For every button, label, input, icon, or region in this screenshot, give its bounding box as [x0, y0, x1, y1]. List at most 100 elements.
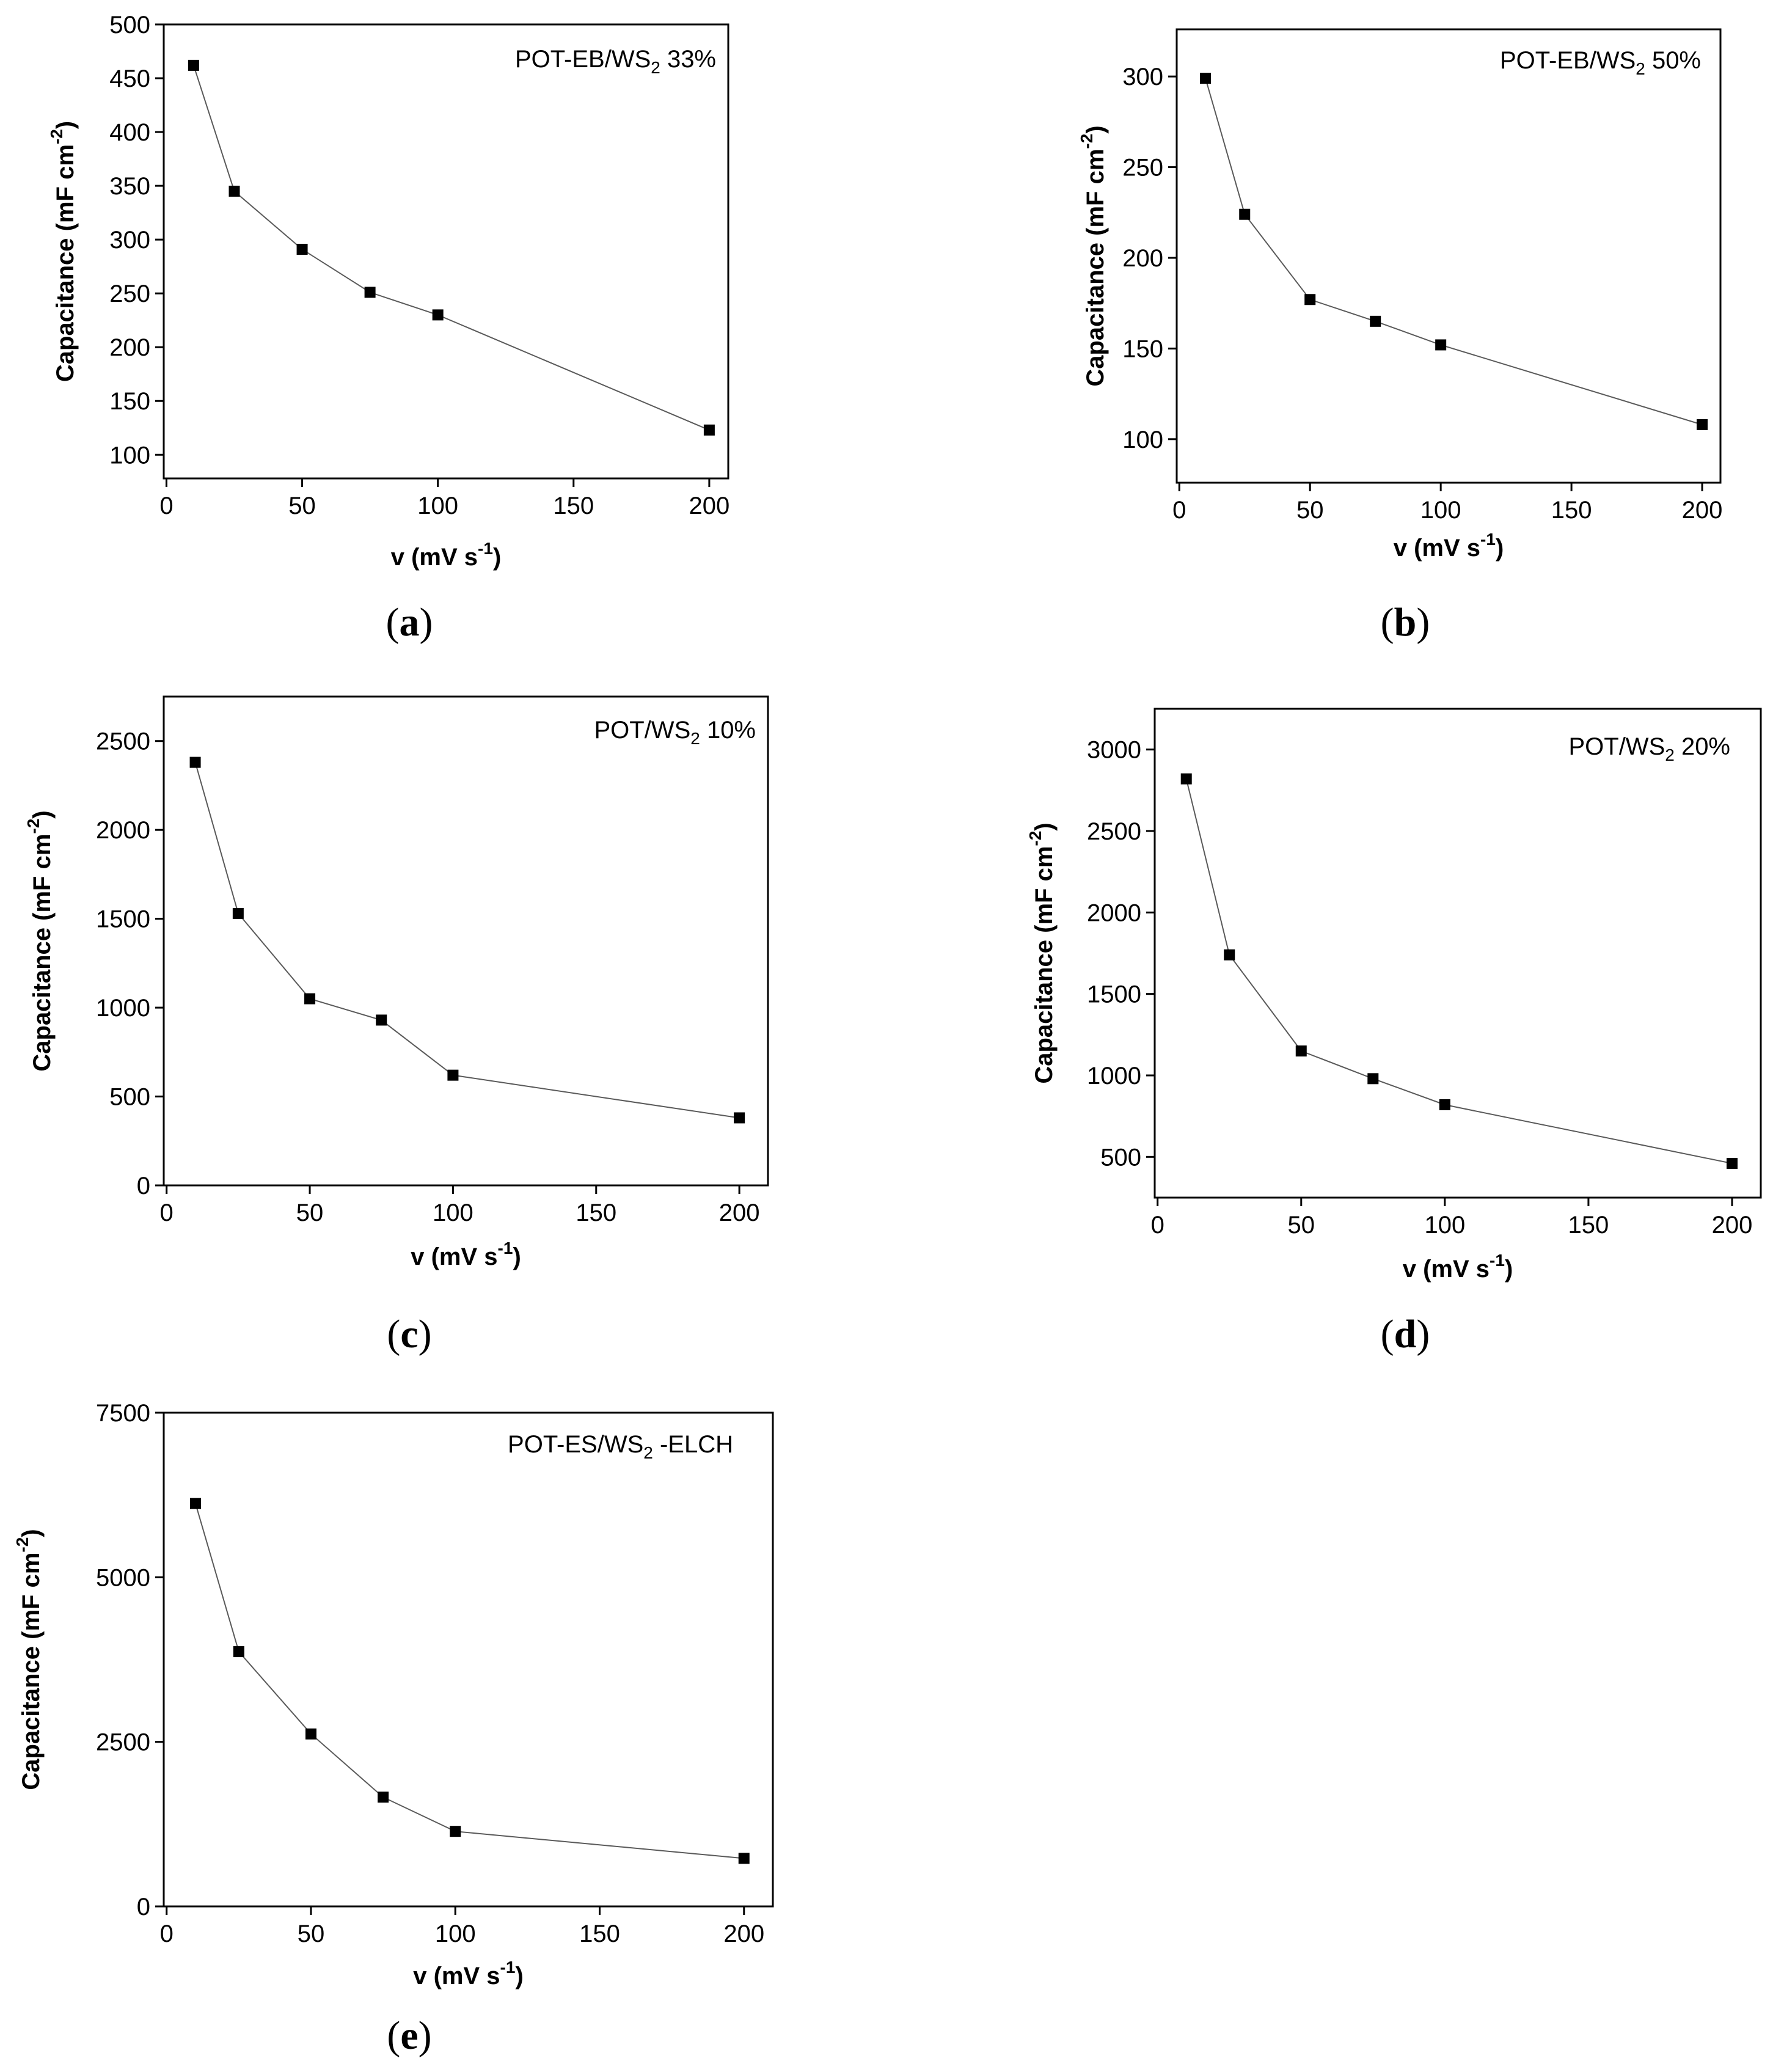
data-point — [1224, 949, 1235, 961]
annotation-text: POT-ES/WS — [508, 1431, 643, 1458]
x-tick-label: 0 — [1151, 1212, 1164, 1239]
x-axis-label-superscript: -1 — [498, 1239, 513, 1257]
x-tick-label: 200 — [1682, 497, 1723, 524]
y-axis-label-superscript: -2 — [1026, 831, 1045, 846]
x-axis-label: v (mV s-1) — [411, 1239, 521, 1270]
plot-frame — [163, 23, 729, 480]
data-point — [228, 185, 240, 197]
x-axis-label: v (mV s-1) — [391, 539, 502, 571]
plot-frame — [163, 695, 769, 1187]
x-tick-label: 150 — [1551, 497, 1592, 524]
data-point — [1304, 294, 1316, 306]
x-tick-label: 200 — [723, 1920, 764, 1947]
y-tick-label: 200 — [1122, 245, 1163, 272]
series-line — [195, 1503, 744, 1859]
y-axis-label-text: Capacitance (mF cm — [1031, 846, 1058, 1084]
y-tick-label: 5000 — [96, 1564, 150, 1591]
y-tick-label: 7500 — [96, 1400, 150, 1427]
panel-label-close: ) — [1416, 1312, 1430, 1356]
panel-label: (c) — [387, 1312, 431, 1356]
data-point — [447, 1069, 459, 1081]
y-axis-label-text: Capacitance (mF cm — [1082, 149, 1109, 387]
y-axis-label-suffix: ) — [18, 1529, 45, 1537]
data-point — [432, 309, 444, 321]
panel-label: (e) — [387, 2013, 431, 2058]
series-annotation: POT-EB/WS2 50% — [1500, 47, 1701, 78]
annotation-subscript: 2 — [1636, 59, 1645, 78]
y-tick-label: 0 — [137, 1894, 150, 1920]
x-axis-label-superscript: -1 — [500, 1958, 516, 1977]
panel-label-letter: a — [400, 600, 420, 645]
series-line — [192, 65, 710, 431]
y-axis-label-suffix: ) — [1031, 822, 1058, 830]
data-point — [1239, 208, 1251, 220]
data-point — [189, 756, 201, 768]
panel-label-letter: d — [1394, 1312, 1417, 1356]
data-point — [1295, 1045, 1307, 1056]
plot-frame — [163, 1411, 774, 1908]
panel-label-open: ( — [386, 600, 400, 645]
y-tick-label: 1000 — [1087, 1063, 1141, 1089]
data-point — [1726, 1158, 1738, 1169]
x-tick-label: 200 — [1712, 1212, 1753, 1239]
x-tick-label: 200 — [689, 492, 730, 519]
annotation-subscript: 2 — [1665, 745, 1675, 764]
y-tick-label: 3000 — [1087, 737, 1141, 764]
data-point — [376, 1014, 387, 1026]
x-axis-label-text: v (mV s — [391, 544, 478, 571]
x-axis-label: v (mV s-1) — [1394, 530, 1504, 562]
series-annotation: POT-ES/WS2 -ELCH — [508, 1431, 733, 1462]
y-tick-label: 150 — [109, 388, 150, 415]
y-tick-label: 250 — [109, 280, 150, 307]
y-axis-label: Capacitance (mF cm-2) — [1077, 125, 1109, 386]
series-annotation: POT/WS2 10% — [594, 717, 756, 748]
annotation-suffix: -ELCH — [653, 1431, 733, 1458]
annotation-suffix: 33% — [660, 46, 716, 73]
y-tick-label: 250 — [1122, 155, 1163, 181]
panel-label-letter: c — [400, 1312, 418, 1356]
annotation-text: POT-EB/WS — [515, 46, 651, 73]
y-tick-label: 500 — [109, 12, 150, 38]
y-tick-label: 1500 — [96, 906, 150, 933]
panel-label-close: ) — [419, 2013, 432, 2058]
x-axis-label-text: v (mV s — [1403, 1256, 1490, 1283]
x-tick-label: 100 — [1420, 497, 1461, 524]
y-axis-label-superscript: -2 — [24, 819, 43, 834]
data-point — [1367, 1073, 1379, 1085]
data-point — [450, 1826, 461, 1837]
x-tick-label: 100 — [1424, 1212, 1465, 1239]
x-axis-label: v (mV s-1) — [413, 1958, 524, 1990]
chart-panel-d: 0 50 100 150 200 500 1000 1500 2000 2500 3000 POT/W… — [1026, 708, 1762, 1356]
x-tick-label: 100 — [435, 1920, 476, 1947]
x-tick-label: 0 — [160, 1920, 174, 1947]
chart-panel-b: 0 50 100 150 200 100 150 200 250 300 POT-EB/WS2 50… — [1077, 28, 1723, 645]
panel-label-open: ( — [387, 1312, 400, 1356]
panel-label-close: ) — [419, 1312, 432, 1356]
panel-label-open: ( — [387, 2013, 400, 2058]
x-axis-label-superscript: -1 — [1480, 530, 1496, 549]
series-line — [194, 762, 740, 1119]
data-point — [703, 424, 715, 436]
y-axis-label: Capacitance (mF cm-2) — [47, 121, 79, 382]
x-tick-label: 50 — [288, 492, 316, 519]
data-point — [305, 1728, 316, 1740]
y-axis-label-text: Capacitance (mF cm — [18, 1553, 45, 1790]
y-tick-label: 2000 — [1087, 899, 1141, 926]
data-point — [364, 287, 376, 298]
panel-label: (d) — [1381, 1312, 1430, 1356]
y-tick-label: 450 — [109, 65, 150, 92]
data-point — [378, 1792, 389, 1803]
series-line — [1185, 778, 1733, 1164]
x-tick-label: 50 — [1288, 1212, 1315, 1239]
y-axis-label-superscript: -2 — [13, 1537, 32, 1553]
y-tick-label: 400 — [109, 119, 150, 146]
y-axis-label: Capacitance (mF cm-2) — [13, 1529, 45, 1790]
y-tick-label: 100 — [109, 442, 150, 469]
y-tick-label: 2500 — [96, 728, 150, 755]
data-point — [738, 1853, 750, 1864]
y-axis-label: Capacitance (mF cm-2) — [1026, 822, 1058, 1083]
plot-frame — [1175, 28, 1722, 484]
y-axis-label-text: Capacitance (mF cm — [29, 834, 56, 1072]
